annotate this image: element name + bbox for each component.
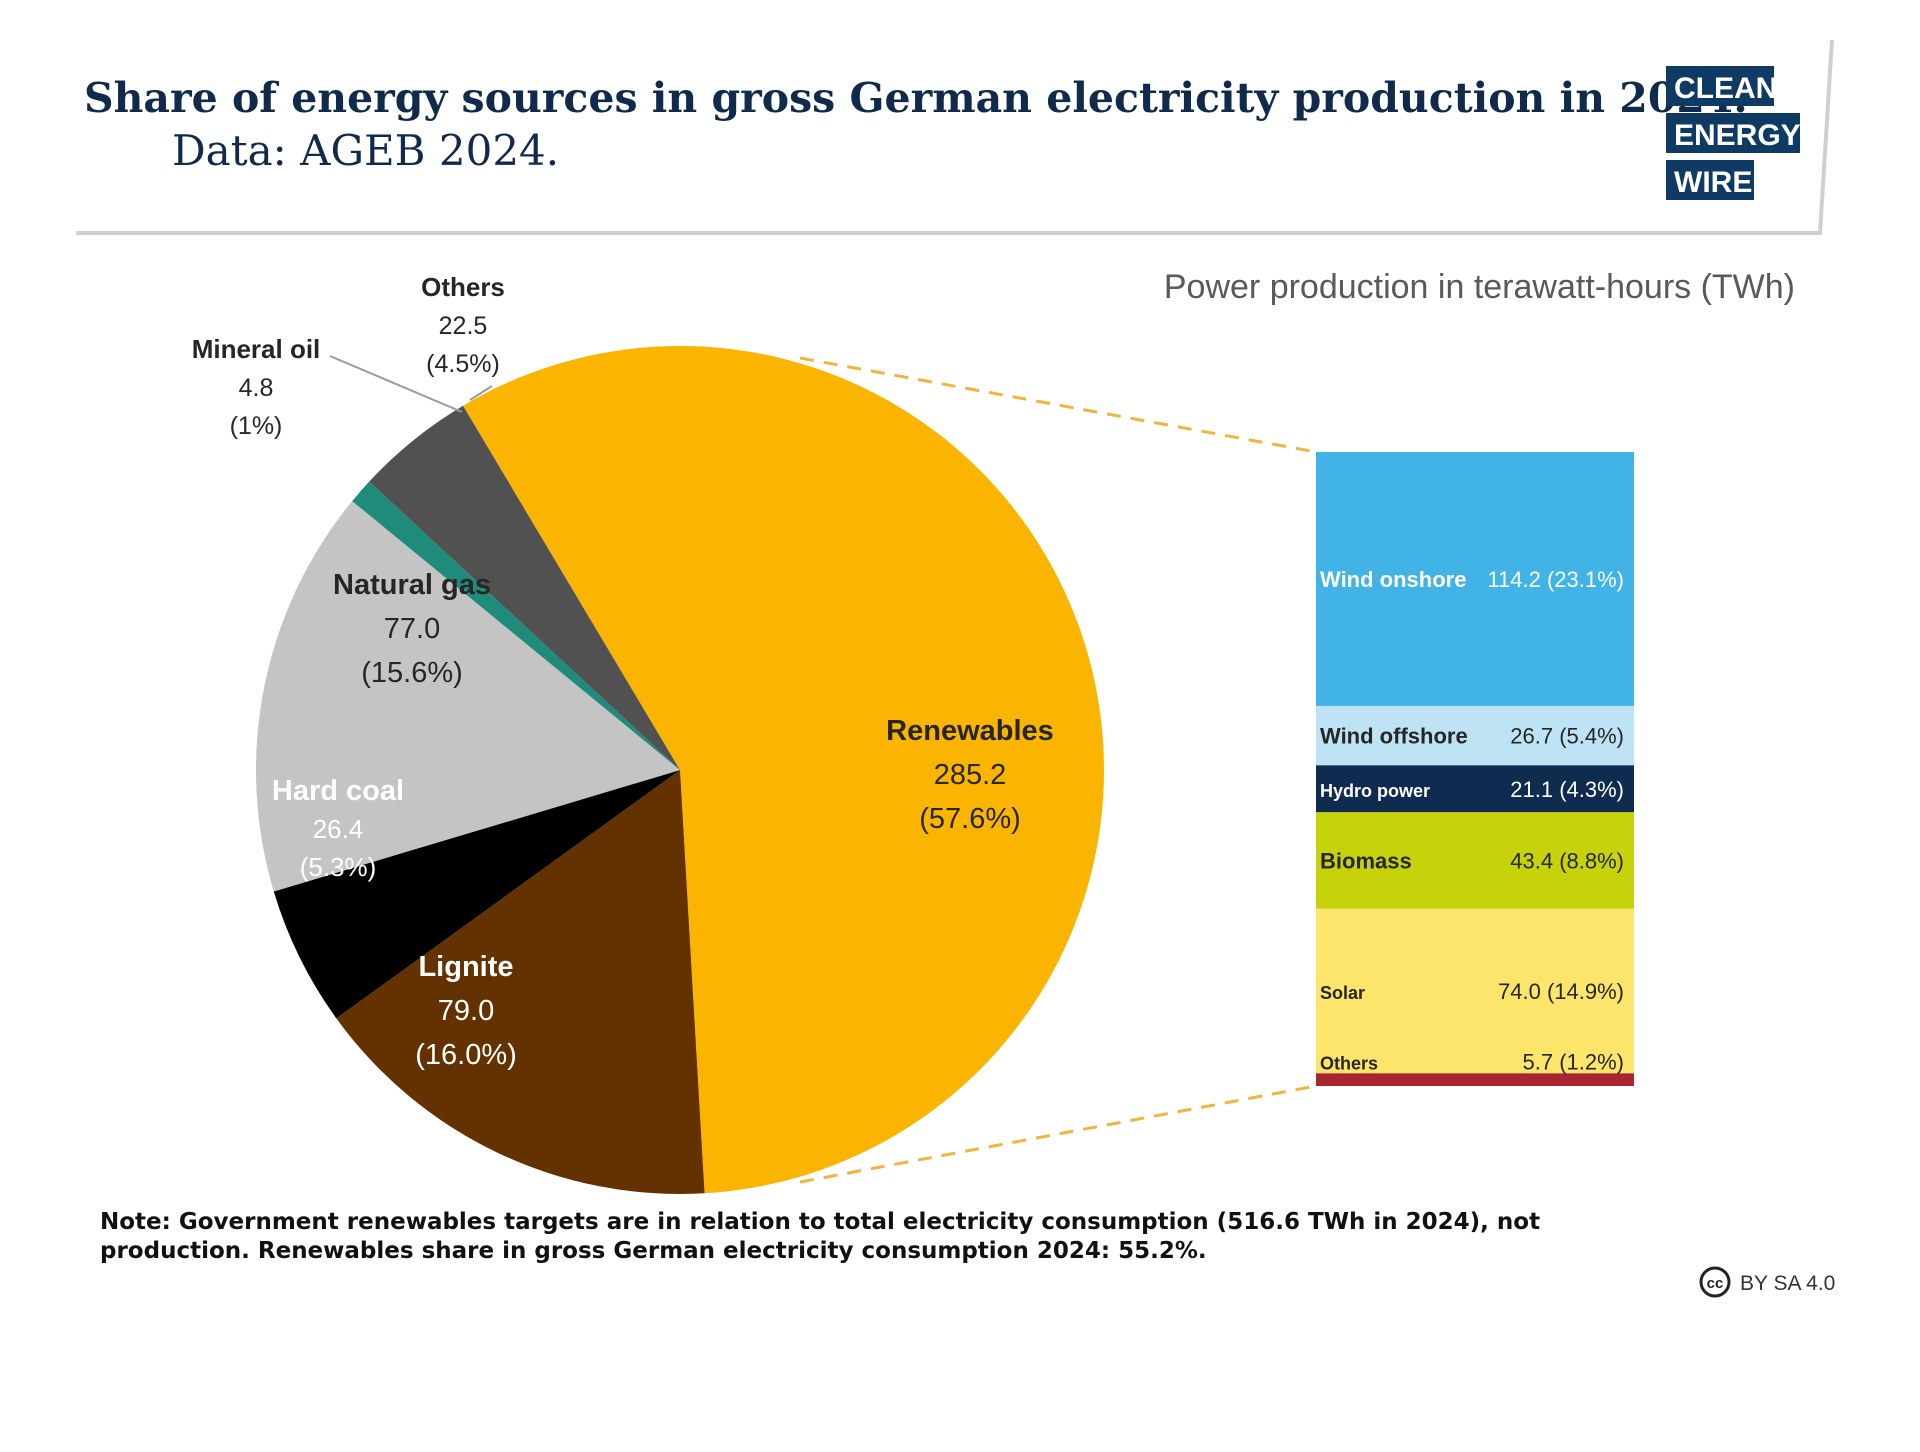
- slice-value-renewables: 285.2: [934, 759, 1007, 791]
- slice-name-natural-gas: Natural gas: [333, 569, 491, 601]
- header-frame: [76, 39, 1834, 235]
- pie-slice-mineral-oil: [352, 481, 680, 770]
- license-text: BY SA 4.0: [1740, 1272, 1835, 1295]
- slice-name-mineral-oil: Mineral oil: [192, 334, 321, 364]
- slice-label-others: Others 22.5 (4.5%): [421, 272, 505, 378]
- bar-segment-wind-offshore: [1316, 705, 1634, 766]
- slice-name-hard-coal: Hard coal: [272, 775, 404, 807]
- slice-share-mineral-oil: (1%): [230, 412, 283, 440]
- pie-slice-lignite: [336, 770, 705, 1195]
- slice-label-lignite: Lignite 79.0 (16.0%): [415, 951, 517, 1071]
- pie-slice-hard-coal: [273, 770, 680, 1019]
- unit-label: Power production in terawatt-hours (TWh): [1164, 268, 1795, 306]
- slice-label-hard-coal: Hard coal 26.4 (5.3%): [272, 775, 404, 882]
- slice-share-others: (4.5%): [426, 350, 500, 378]
- slice-name-others: Others: [421, 272, 505, 302]
- mineral-oil-leader-line: [329, 355, 463, 413]
- logo-block-2: [1666, 113, 1800, 153]
- bar-segment-wind-onshore: [1316, 452, 1634, 706]
- footnote: Note: Government renewables targets are …: [100, 1209, 1541, 1264]
- pie-slice-natural-gas: [255, 501, 680, 892]
- creative-commons-icon: [1699, 1266, 1731, 1298]
- bar-segment-others: [1316, 1073, 1634, 1086]
- logo-line-1: CLEAN: [1674, 72, 1777, 105]
- bar-value-wind-offshore: 26.7 (5.4%): [1510, 724, 1624, 749]
- bar-label-hydro-power: Hydro power: [1320, 781, 1430, 801]
- slice-value-natural-gas: 77.0: [384, 613, 440, 645]
- bar-label-biomass: Biomass: [1320, 849, 1412, 874]
- bar-segment-hydro-power: [1316, 765, 1634, 813]
- logo-line-3: WIRE: [1674, 166, 1752, 199]
- slice-share-renewables: (57.6%): [919, 803, 1021, 835]
- chart-subtitle: Data: AGEB 2024.: [172, 126, 559, 175]
- renewables-breakdown-bar: Wind onshore 114.2 (23.1%) Wind offshore 26…: [1316, 452, 1634, 1086]
- logo-line-2: ENERGY: [1674, 119, 1801, 152]
- license-badge: cc BY SA 4.0: [1699, 1266, 1835, 1298]
- slice-label-mineral-oil: Mineral oil 4.8 (1%): [192, 334, 321, 440]
- slice-value-mineral-oil: 4.8: [239, 374, 274, 402]
- connector-line-top: [799, 356, 1317, 454]
- slice-name-lignite: Lignite: [418, 951, 513, 983]
- bar-segment-solar: [1316, 908, 1634, 1074]
- pie-chart: [255, 346, 1104, 1195]
- slice-value-others: 22.5: [439, 312, 488, 340]
- logo-block-3: [1666, 160, 1754, 200]
- bar-label-solar: Solar: [1320, 983, 1365, 1003]
- bar-label-wind-offshore: Wind offshore: [1320, 724, 1468, 749]
- bar-segment-biomass: [1316, 812, 1634, 909]
- slice-share-lignite: (16.0%): [415, 1039, 517, 1071]
- bar-value-others: 5.7 (1.2%): [1523, 1049, 1625, 1074]
- creative-commons-icon-text: cc: [1707, 1275, 1724, 1292]
- pie-slice-renewables: [463, 346, 1104, 1194]
- slice-label-renewables: Renewables 285.2 (57.6%): [886, 715, 1054, 835]
- slice-share-hard-coal: (5.3%): [300, 852, 377, 882]
- bar-label-others: Others: [1320, 1053, 1378, 1073]
- slice-label-natural-gas: Natural gas 77.0 (15.6%): [333, 569, 491, 689]
- slice-value-lignite: 79.0: [438, 995, 494, 1027]
- bar-value-solar: 74.0 (14.9%): [1498, 979, 1624, 1004]
- connector-line-bottom: [799, 1084, 1317, 1184]
- chart-title: Share of energy sources in gross German …: [84, 74, 1748, 122]
- slice-value-hard-coal: 26.4: [313, 814, 364, 844]
- slice-share-natural-gas: (15.6%): [361, 657, 463, 689]
- bar-value-wind-onshore: 114.2 (23.1%): [1487, 567, 1624, 592]
- clean-energy-wire-logo: CLEAN ENERGY WIRE: [1666, 66, 1801, 200]
- others-leader-line: [469, 385, 493, 401]
- logo-block-1: [1666, 66, 1774, 106]
- bar-value-biomass: 43.4 (8.8%): [1510, 849, 1624, 874]
- bar-value-hydro-power: 21.1 (4.3%): [1510, 777, 1624, 802]
- slice-name-renewables: Renewables: [886, 715, 1054, 747]
- pie-slice-others: [369, 405, 680, 770]
- bar-label-wind-onshore: Wind onshore: [1320, 567, 1466, 592]
